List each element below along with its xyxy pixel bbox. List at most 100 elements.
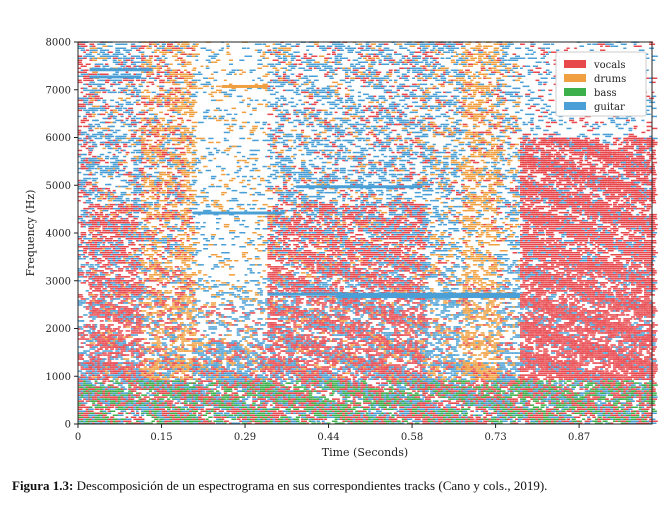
spectrogram-cell [156,344,161,346]
spectrogram-cell [85,262,90,264]
spectrogram-cell [78,143,82,146]
spectrogram-cell [128,115,132,118]
spectrogram-cell [159,93,165,96]
spectrogram-cell [138,248,142,250]
spectrogram-cell [189,246,193,248]
spectrogram-cell [186,99,190,102]
spectrogram-cell [146,316,150,318]
spectrogram-cell [148,308,154,310]
spectrogram-cell [183,330,190,332]
spectrogram-cell [123,161,128,164]
spectrogram-cell [151,344,157,346]
spectrogram-cell [105,272,109,274]
spectrogram-cell [186,274,190,276]
spectrogram-cell [164,213,170,216]
spectrogram-cell [177,91,181,94]
spectrogram-cell [174,59,179,61]
spectrogram-cell [181,125,187,128]
spectrogram-cell [186,111,193,114]
spectrogram-cell [189,165,195,168]
spectrogram-cell [102,290,106,292]
spectrogram-cell [115,252,120,254]
spectrogram-cell [78,109,83,112]
spectrogram-cell [97,197,102,200]
spectrogram-cell [167,322,173,324]
spectrogram-cell [174,306,178,308]
spectrogram-cell [189,167,193,170]
spectrogram-cell [138,328,142,330]
spectrogram-cell [112,388,116,390]
spectrogram-cell [88,141,92,144]
spectrogram-cell [105,408,111,410]
spectrogram-cell [105,372,110,374]
spectrogram-cell [181,165,187,168]
spectrogram-cell [167,189,170,192]
spectrogram-cell [151,129,158,132]
spectrogram-cell [89,316,93,318]
spectrogram-cell [154,117,159,120]
spectrogram-cell [120,234,124,236]
spectrogram-cell [83,342,86,344]
spectrogram-cell [88,234,92,236]
spectrogram-cell [136,316,142,318]
spectrogram-cell [183,402,188,404]
spectrogram-cell [83,258,86,260]
spectrogram-cell [110,113,113,116]
spectrogram-cell [186,147,192,150]
spectrogram-cell [148,314,153,316]
spectrogram-cell [133,155,140,158]
spectrogram-cell [179,161,185,164]
spectrogram-cell [128,113,133,116]
spectrogram-cell [125,187,132,190]
spectrogram-cell [189,113,195,116]
spectrogram-cell [156,131,160,134]
spectrogram-cell [183,179,190,182]
spectrogram-cell [133,193,137,196]
spectrogram-cell [181,328,186,330]
spectrogram-cell [130,416,137,418]
spectrogram-cell [125,59,131,61]
spectrogram-cell [154,45,158,47]
spectrogram-cell [92,370,95,372]
spectrogram-cell [174,125,181,128]
spectrogram-cell [146,238,149,240]
spectrogram-cell [136,113,142,116]
spectrogram-cell [107,175,113,178]
spectrogram-cell [167,135,170,138]
spectrogram-cell [148,73,152,75]
spectrogram-cell [192,346,197,348]
spectrogram-cell [97,298,101,300]
spectrogram-cell [110,228,113,230]
spectrogram-cell [133,173,139,176]
spectrogram-cell [94,420,98,422]
spectrogram-cell [85,308,90,310]
spectrogram-cell [186,340,191,342]
spectrogram-cell [161,302,166,304]
spectrogram-cell [105,195,108,198]
spectrogram-cell [112,404,116,406]
spectrogram-cell [161,362,168,364]
spectrogram-cell [183,378,189,380]
spectrogram-cell [130,300,137,302]
spectrogram-cell [138,284,145,286]
spectrogram-cell [191,228,195,230]
spectrogram-cell [164,179,170,182]
spectrogram-cell [107,117,112,120]
spectrogram-cell [85,244,89,246]
spectrogram-cell [97,207,103,210]
spectrogram-cell [130,390,134,392]
spectrogram-cell [115,332,119,334]
spectrogram-cell [94,49,98,51]
spectrogram-cell [89,368,96,370]
spectrogram-cell [105,187,110,190]
spectrogram-cell [164,65,169,67]
spectrogram-cell [83,338,90,340]
spectrogram-cell [143,352,148,354]
spectrogram-cell [80,254,86,256]
spectrogram-cell [117,254,121,256]
spectrogram-cell [159,157,164,160]
spectrogram-cell [99,211,104,214]
spectrogram-cell [117,63,124,65]
spectrogram-cell [123,280,126,282]
spectrogram-cell [107,320,112,322]
